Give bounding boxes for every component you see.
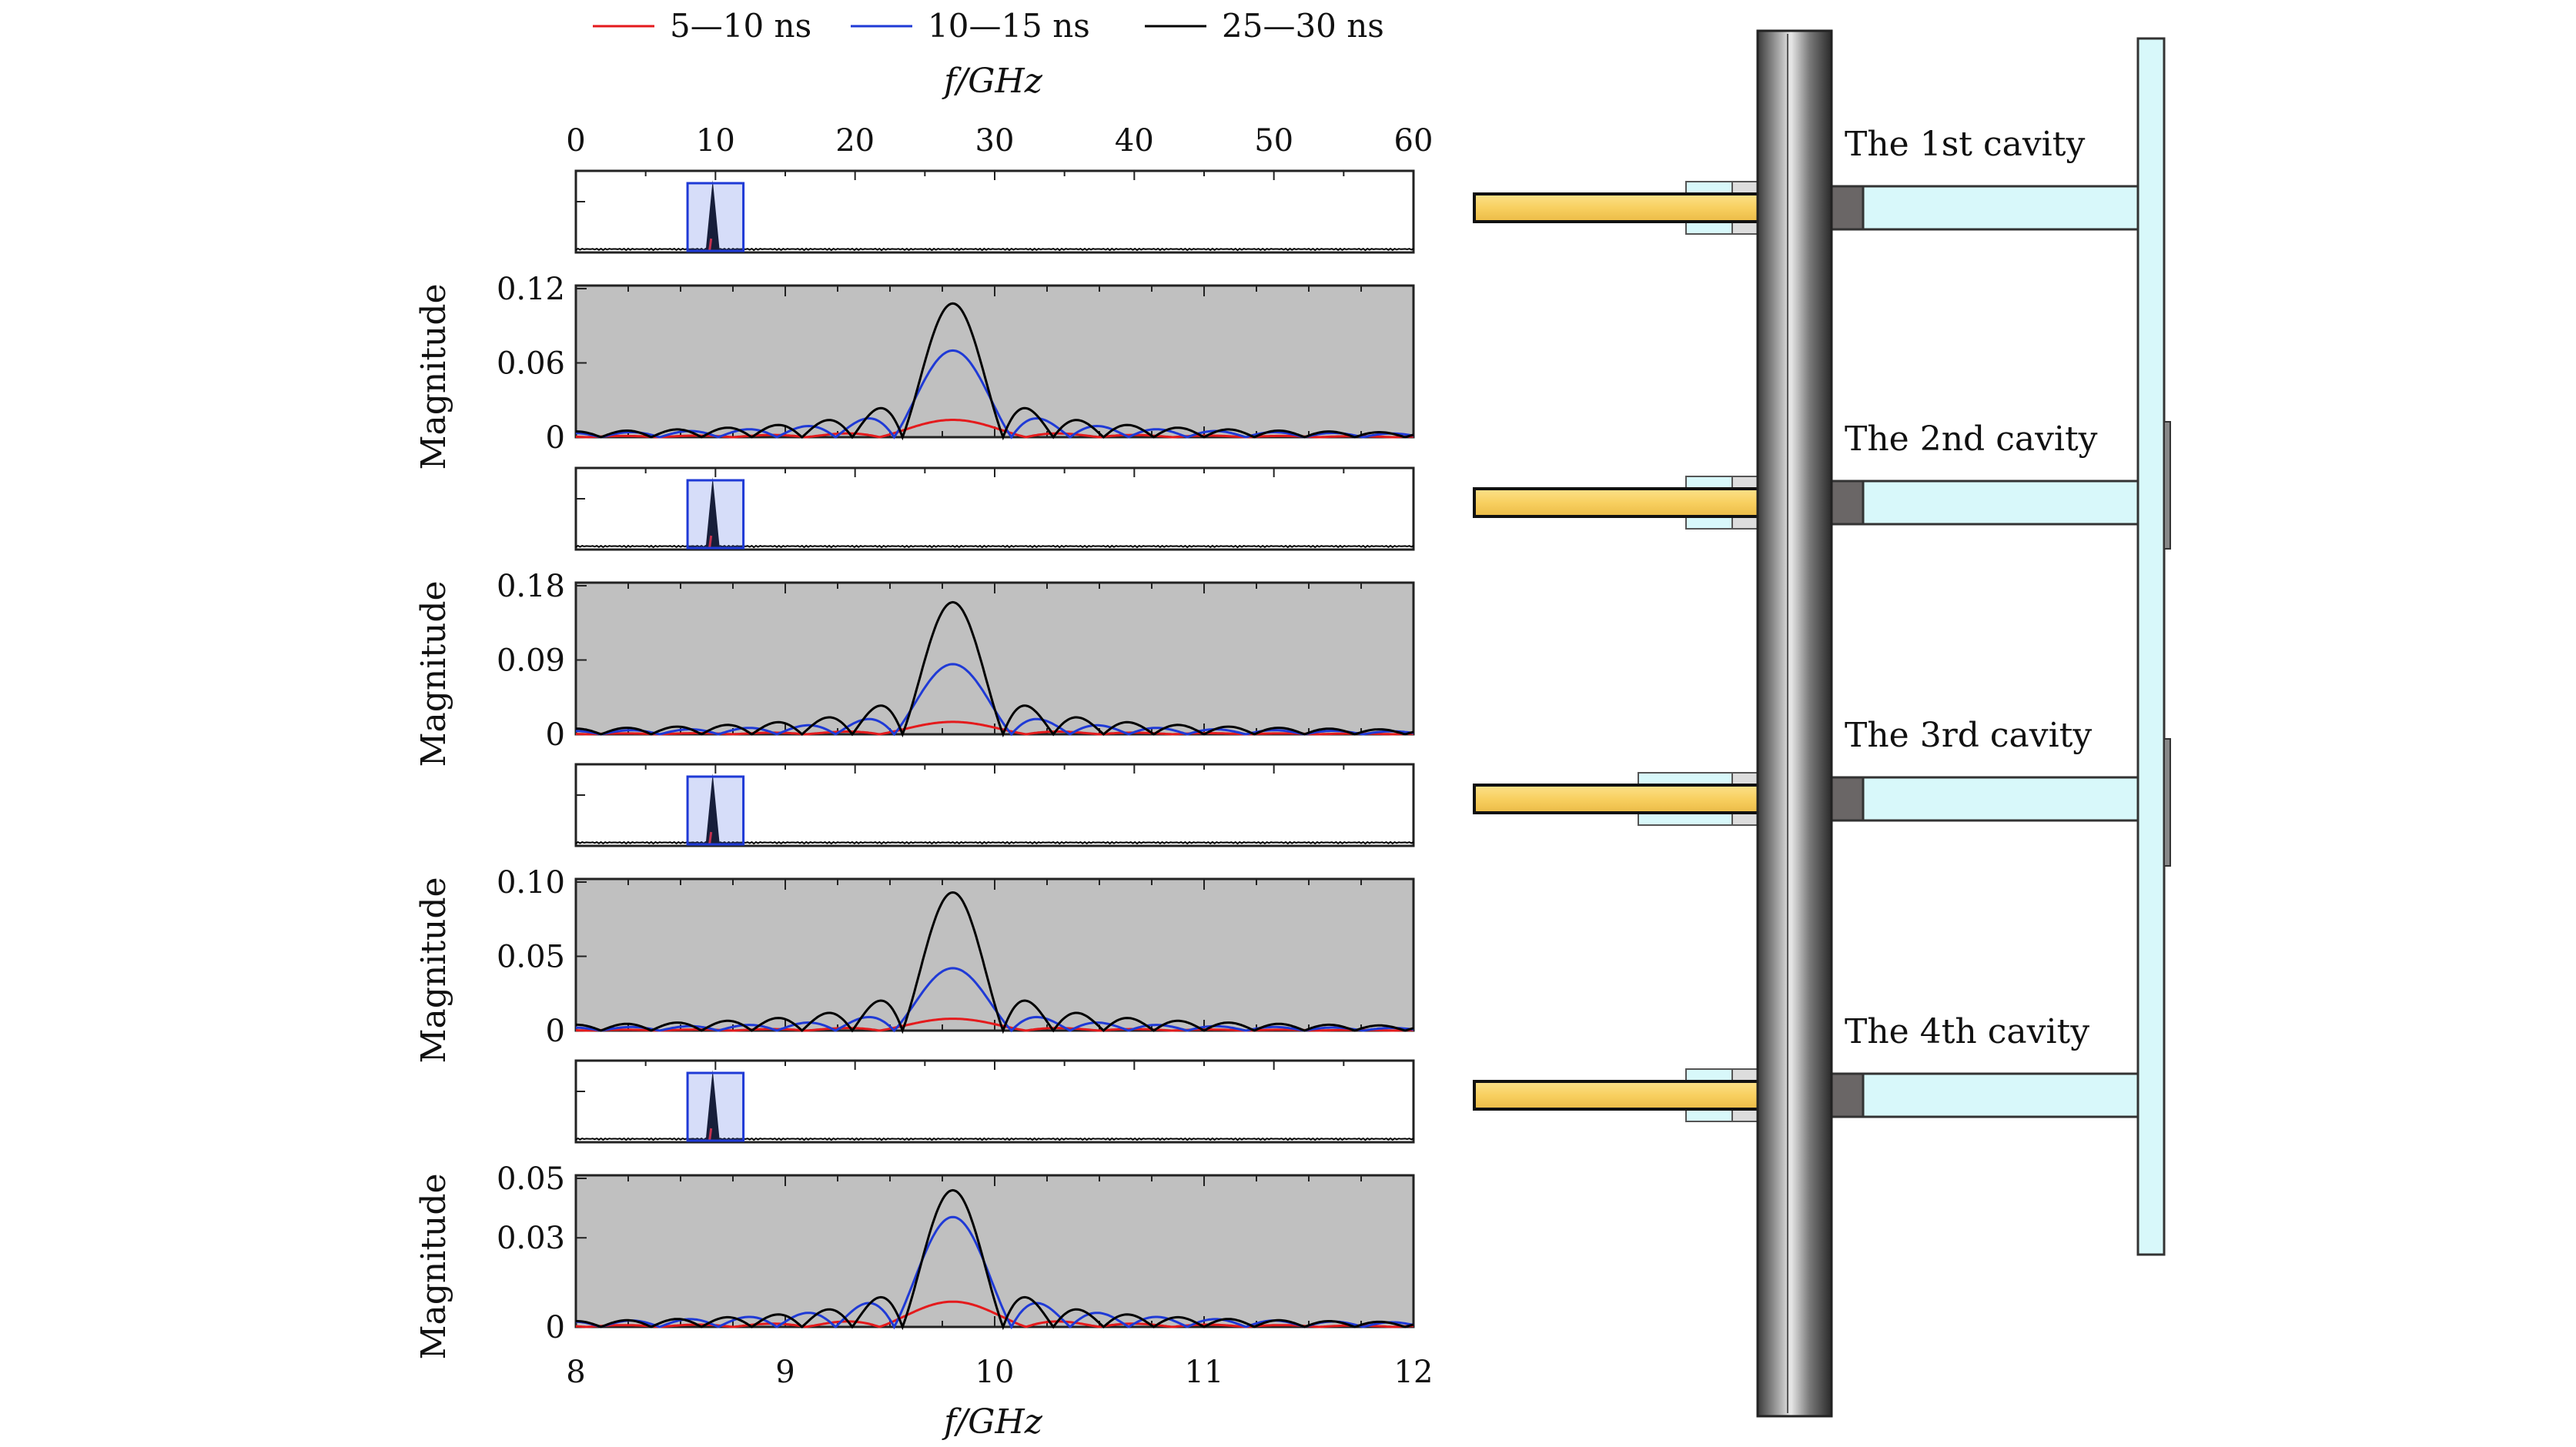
output-plate	[2136, 37, 2166, 1256]
beam-tube	[1756, 29, 1833, 1418]
cavity-waveguide	[1862, 1072, 2139, 1118]
overview-highlight-box	[686, 182, 745, 252]
top-tick-label: 0	[566, 123, 585, 159]
bottom-tick-label: 8	[566, 1355, 585, 1390]
cavity-waveguide	[1862, 776, 2139, 822]
series-line-3	[576, 891, 1414, 1034]
legend-label-10-15ns: 10—15 ns	[928, 7, 1090, 45]
series-line-3	[576, 302, 1414, 441]
y-tick-label: 0.18	[497, 569, 565, 604]
top-tick-label: 10	[696, 123, 735, 159]
y-tick-label: 0	[546, 717, 565, 753]
cavity-label: The 3rd cavity	[1845, 716, 2092, 755]
bottom-tick-label: 12	[1394, 1355, 1434, 1390]
series-line-3	[576, 600, 1414, 738]
overview-panel	[574, 466, 1415, 551]
legend-label-25-30ns: 25—30 ns	[1222, 7, 1384, 45]
top-tick-label: 50	[1254, 123, 1293, 159]
spectrum-panel: 0 0.03 0.05 Magnitude	[414, 1161, 1415, 1360]
overview-peak-red	[708, 238, 713, 251]
overview-highlight-box	[686, 775, 745, 846]
bottom-axis: 8 9 10 11 12 f/GHz	[566, 1355, 1433, 1442]
y-axis-label: Magnitude	[414, 283, 453, 470]
top-axis-ticks: 0 10 20 30 40 50 60	[566, 123, 1433, 159]
top-tick-label: 30	[975, 123, 1015, 159]
top-tick-label: 40	[1115, 123, 1154, 159]
top-tick-label: 20	[835, 123, 875, 159]
y-tick-label: 0	[546, 1310, 565, 1345]
overview-peak-red	[708, 831, 713, 844]
overview-panel	[574, 169, 1415, 254]
bottom-tick-label: 10	[975, 1355, 1015, 1390]
cavity-schematic: The 1st cavity The 2nd cavity The 3rd cavi…	[1473, 29, 2171, 1418]
bottom-axis-title: f/GHz	[942, 1402, 1043, 1442]
overview-peak-red	[708, 535, 713, 548]
overview-peak	[705, 477, 720, 547]
cavity-waveguide	[1862, 185, 2139, 231]
y-tick-label: 0.09	[497, 643, 565, 679]
y-axis-label: Magnitude	[414, 1173, 453, 1359]
plate-bracket-upper	[2163, 421, 2171, 550]
spectrum-panel: 0 0.05 0.10 Magnitude	[414, 865, 1415, 1064]
y-tick-label: 0.05	[497, 1161, 565, 1197]
series-line-2	[575, 967, 1414, 1033]
top-axis: f/GHz 0 10 20 30 40 50 60	[566, 62, 1433, 159]
y-tick-label: 0.12	[497, 272, 565, 307]
series-line-2	[575, 349, 1414, 439]
cavity-label: The 2nd cavity	[1845, 419, 2098, 459]
bottom-axis-ticks: 8 9 10 11 12	[566, 1355, 1433, 1390]
spectrum-panels: 0 0.06 0.12 Magnitude 0 0.09 0.18 Magnitude 0 0.0…	[414, 169, 1415, 1360]
overview-highlight-box	[686, 1071, 745, 1142]
y-axis-label: Magnitude	[414, 877, 453, 1063]
legend: 5—10 ns 10—15 ns 25—30 ns	[593, 7, 1384, 45]
top-tick-label: 60	[1394, 123, 1434, 159]
y-tick-label: 0.06	[497, 346, 565, 382]
cavity-3: The 3rd cavity	[1473, 716, 2139, 829]
overview-peak	[705, 180, 720, 250]
overview-panel	[574, 1059, 1415, 1144]
y-tick-label: 0.05	[497, 940, 565, 975]
top-axis-title: f/GHz	[942, 62, 1043, 101]
overview-highlight-box	[686, 479, 745, 550]
overview-peak	[705, 774, 720, 844]
cavity-label: The 1st cavity	[1845, 125, 2085, 164]
spectrum-panel: 0 0.09 0.18 Magnitude	[414, 569, 1415, 767]
legend-label-5-10ns: 5—10 ns	[670, 7, 811, 45]
y-tick-label: 0.03	[497, 1221, 565, 1256]
overview-peak	[705, 1070, 720, 1140]
spectrum-panel: 0 0.06 0.12 Magnitude	[414, 272, 1415, 470]
y-tick-label: 0.10	[497, 865, 565, 901]
overview-panel	[574, 763, 1415, 847]
y-axis-label: Magnitude	[414, 580, 453, 767]
cavity-label: The 4th cavity	[1845, 1012, 2089, 1051]
y-tick-label: 0	[546, 420, 565, 456]
y-tick-label: 0	[546, 1014, 565, 1049]
cavities: The 1st cavity The 2nd cavity The 3rd cavi…	[1473, 125, 2139, 1125]
bottom-tick-label: 11	[1185, 1355, 1224, 1390]
bottom-tick-label: 9	[775, 1355, 795, 1390]
series-line-3	[576, 1188, 1414, 1331]
overview-peak-red	[708, 1128, 713, 1141]
plate-bracket-lower	[2163, 738, 2171, 867]
cavity-waveguide	[1862, 480, 2139, 526]
